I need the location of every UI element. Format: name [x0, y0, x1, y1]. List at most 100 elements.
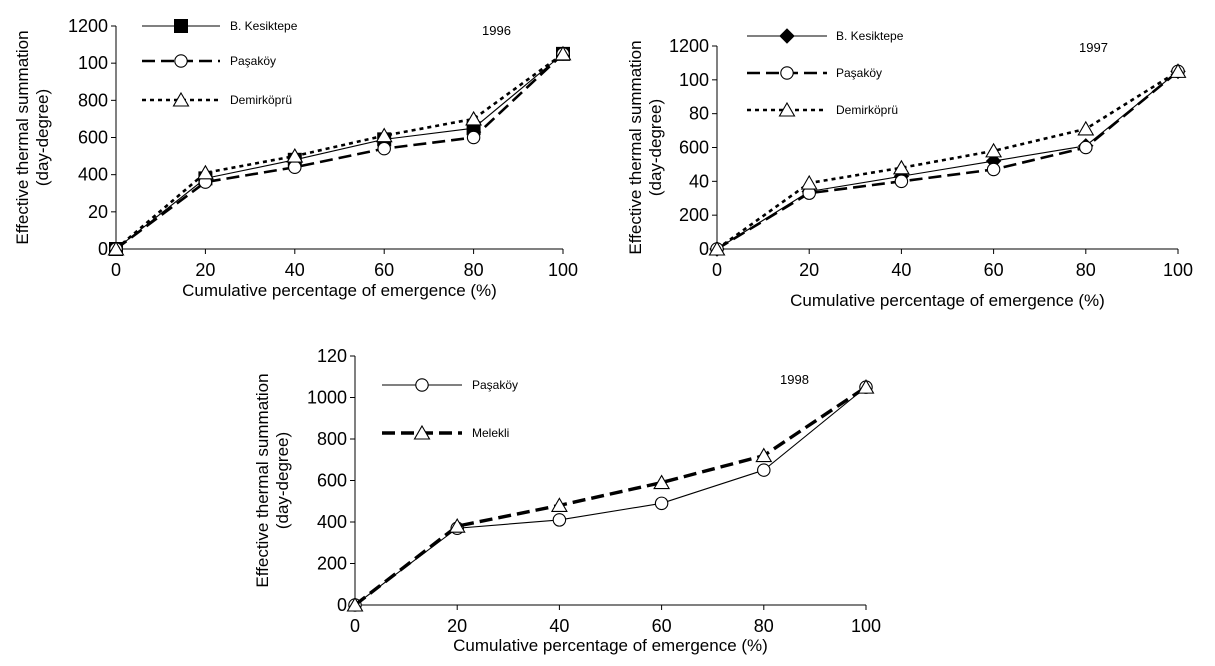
data-point-marker: [755, 447, 773, 463]
series-line-2: [716, 70, 1179, 251]
legend-label: Demirköprü: [230, 93, 292, 107]
x-tick-label: 0: [111, 260, 121, 280]
x-tick-label: 60: [374, 260, 394, 280]
data-point-marker: [286, 147, 304, 163]
y-axis-label: (day-degree): [646, 99, 665, 196]
x-tick-label: 100: [548, 260, 578, 280]
x-tick-label: 0: [350, 616, 360, 636]
data-point-marker: [196, 164, 214, 180]
y-tick-label: 800: [78, 90, 108, 110]
data-point-marker: [757, 463, 771, 477]
data-point-marker: [346, 596, 364, 612]
data-point-marker: [288, 160, 302, 174]
series-line-1: [115, 52, 564, 251]
legend-label: B. Kesiktepe: [230, 19, 298, 33]
data-point-marker: [708, 240, 726, 256]
y-tick-label: 200: [317, 554, 347, 574]
series-line-0: [354, 386, 867, 606]
x-tick-label: 20: [799, 260, 819, 280]
data-point-marker: [448, 518, 466, 533]
y-tick-label: 800: [317, 429, 347, 449]
x-tick-label: 60: [652, 616, 672, 636]
y-tick-label: 1000: [307, 388, 347, 408]
y-tick-label: 400: [78, 165, 108, 185]
legend-marker: [174, 19, 188, 33]
data-point-marker: [1169, 63, 1187, 78]
y-axis-label: Effective thermal summation: [253, 373, 272, 587]
y-axis-label: Effective thermal summation: [626, 40, 645, 254]
y-tick-label: 1200: [68, 16, 108, 36]
x-tick-label: 60: [984, 260, 1004, 280]
data-point-marker: [550, 497, 568, 512]
y-tick-label: 600: [317, 471, 347, 491]
x-tick-label: 40: [549, 616, 569, 636]
data-point-marker: [800, 174, 818, 190]
legend-label: Paşaköy: [472, 378, 518, 392]
y-tick-label: 120: [317, 346, 347, 366]
data-point-marker: [554, 45, 572, 61]
year-label: 1997: [1079, 40, 1108, 55]
y-tick-label: 1200: [669, 36, 709, 56]
x-tick-label: 100: [1163, 260, 1193, 280]
series-line-2: [115, 52, 564, 250]
y-axis-label: Effective thermal summation: [13, 30, 32, 244]
y-tick-label: 400: [317, 512, 347, 532]
y-tick-label: 200: [679, 205, 709, 225]
y-tick-label: 0: [337, 595, 347, 615]
data-point-marker: [1077, 120, 1095, 136]
legend-marker: [174, 54, 188, 68]
legend-marker: [415, 378, 429, 392]
legend-label: Paşaköy: [836, 66, 882, 80]
legend-label: Melekli: [472, 426, 509, 440]
legend-marker: [778, 101, 796, 117]
legend-marker: [172, 91, 190, 107]
data-point-marker: [377, 141, 391, 156]
x-tick-label: 20: [447, 616, 467, 636]
series-line-1: [353, 385, 867, 607]
year-label: 1998: [780, 372, 809, 387]
legend-marker: [780, 66, 794, 80]
x-tick-label: 80: [464, 260, 484, 280]
legend-label: Demirköprü: [836, 103, 898, 117]
series-line-0: [716, 70, 1179, 250]
chart-panel-1996: 0 20 40 60 80 100 0 20 400 600 800 100 1200 Cumulativ…: [13, 16, 578, 300]
data-point-marker: [986, 162, 1001, 177]
x-tick-label: 100: [851, 616, 881, 636]
y-axis-label: (day-degree): [273, 432, 292, 529]
series-line-0: [115, 53, 564, 250]
y-tick-label: 0: [98, 239, 108, 259]
x-tick-label: 0: [712, 260, 722, 280]
x-axis-label: Cumulative percentage of emergence (%): [453, 636, 768, 655]
data-point-marker: [466, 130, 481, 145]
data-point-marker: [465, 110, 483, 126]
y-tick-label: 0: [699, 239, 709, 259]
data-point-marker: [894, 174, 909, 189]
legend-marker: [413, 424, 431, 440]
data-point-marker: [375, 127, 393, 143]
x-axis-label: Cumulative percentage of emergence (%): [182, 281, 497, 300]
data-point-marker: [892, 159, 910, 175]
chart-panel-1997: 0 20 40 60 80 100 0 200 40 600 80 100 1200 Cumulative…: [626, 28, 1193, 310]
x-tick-label: 40: [285, 260, 305, 280]
y-axis-label: (day-degree): [33, 89, 52, 186]
data-point-marker: [552, 513, 567, 527]
data-point-marker: [654, 496, 669, 511]
data-point-marker: [1079, 140, 1093, 155]
y-tick-label: 20: [88, 202, 108, 222]
data-point-marker: [985, 142, 1003, 158]
legend-label: Paşaköy: [230, 54, 276, 68]
y-tick-label: 100: [679, 70, 709, 90]
x-axis-label: Cumulative percentage of emergence (%): [790, 291, 1105, 310]
data-point-marker: [857, 379, 875, 394]
x-tick-label: 40: [891, 260, 911, 280]
data-point-marker: [653, 474, 671, 490]
legend-marker: [779, 28, 795, 44]
legend-label: B. Kesiktepe: [836, 29, 904, 43]
series-line-1: [716, 70, 1179, 251]
year-label: 1996: [482, 23, 511, 38]
y-tick-label: 100: [78, 53, 108, 73]
y-tick-label: 40: [689, 171, 709, 191]
y-tick-label: 600: [78, 128, 108, 148]
chart-panel-1998: 0 20 40 60 80 10002004006008001000120Cumulati…: [253, 346, 881, 655]
